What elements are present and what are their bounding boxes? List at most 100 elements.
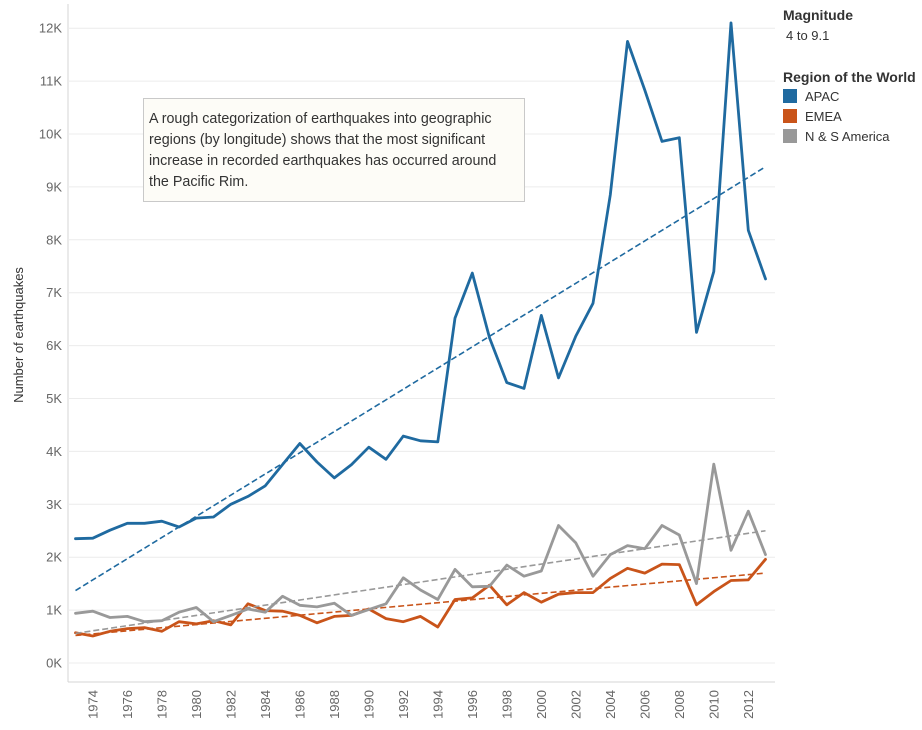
data-point-apac [160, 519, 164, 523]
data-point-n-s-america [488, 584, 492, 588]
x-tick-label: 1990 [361, 690, 376, 719]
data-point-emea [608, 576, 612, 580]
series-line-n-s-america [74, 462, 767, 624]
data-point-apac [419, 439, 423, 443]
data-point-n-s-america [712, 462, 716, 466]
data-point-emea [281, 609, 285, 613]
data-point-apac [401, 434, 405, 438]
data-point-apac [729, 21, 733, 25]
data-point-emea [764, 557, 768, 561]
data-point-emea [591, 591, 595, 595]
data-point-apac [574, 334, 578, 338]
data-point-emea [315, 621, 319, 625]
y-axis-title: Number of earthquakes [11, 267, 26, 403]
data-point-apac [350, 463, 354, 467]
data-point-n-s-america [229, 613, 233, 617]
data-point-apac [108, 528, 112, 532]
data-point-apac [246, 494, 250, 498]
x-tick-label: 1988 [327, 690, 342, 719]
data-point-n-s-america [74, 611, 78, 615]
magnitude-filter-value[interactable]: 4 to 9.1 [786, 28, 830, 43]
data-point-emea [143, 626, 147, 630]
data-point-n-s-america [160, 619, 164, 623]
data-point-n-s-america [746, 509, 750, 513]
data-point-n-s-america [177, 610, 181, 614]
legend-item-americas[interactable]: N & S America [783, 126, 921, 146]
data-point-n-s-america [419, 588, 423, 592]
data-point-emea [108, 629, 112, 633]
data-point-emea [246, 602, 250, 606]
legend-item-emea[interactable]: EMEA [783, 106, 921, 126]
data-point-n-s-america [470, 585, 474, 589]
data-point-n-s-america [332, 601, 336, 605]
data-point-apac [660, 139, 664, 143]
y-tick-label: 2K [46, 550, 62, 565]
data-point-emea [505, 603, 509, 607]
data-point-emea [677, 563, 681, 567]
x-tick-label: 1992 [396, 690, 411, 719]
data-point-apac [212, 515, 216, 519]
data-point-apac [194, 516, 198, 520]
data-point-apac [332, 476, 336, 480]
legend-label-americas: N & S America [805, 128, 890, 144]
data-point-apac [746, 228, 750, 232]
data-point-emea [522, 591, 526, 595]
series-line-apac [74, 21, 767, 541]
data-point-n-s-america [401, 576, 405, 580]
x-tick-label: 1974 [85, 690, 100, 719]
data-point-apac [677, 136, 681, 140]
y-tick-label: 6K [46, 338, 62, 353]
data-point-emea [470, 596, 474, 600]
data-point-n-s-america [453, 567, 457, 571]
y-tick-label: 0K [46, 656, 62, 671]
data-point-apac [229, 502, 233, 506]
legend-item-apac[interactable]: APAC [783, 86, 921, 106]
data-point-n-s-america [367, 608, 371, 612]
y-tick-label: 9K [46, 179, 62, 194]
data-point-n-s-america [315, 605, 319, 609]
data-point-n-s-america [608, 553, 612, 557]
x-tick-label: 2012 [741, 690, 756, 719]
data-point-apac [695, 330, 699, 334]
data-point-apac [384, 457, 388, 461]
data-point-apac [505, 381, 509, 385]
data-point-n-s-america [522, 574, 526, 578]
legend-swatch-americas [783, 129, 797, 143]
data-point-emea [401, 620, 405, 624]
x-tick-label: 2008 [672, 690, 687, 719]
data-point-apac [712, 270, 716, 274]
legend-label-emea: EMEA [805, 108, 842, 124]
data-point-apac [125, 521, 129, 525]
data-point-emea [332, 614, 336, 618]
data-point-n-s-america [384, 602, 388, 606]
data-point-n-s-america [695, 582, 699, 586]
data-point-n-s-america [677, 533, 681, 537]
y-tick-label: 11K [40, 74, 62, 89]
magnitude-filter-title: Magnitude [783, 7, 853, 23]
data-point-apac [591, 301, 595, 305]
region-legend-title: Region of the World [783, 69, 916, 85]
data-point-apac [91, 536, 95, 540]
series-line-emea [74, 557, 767, 638]
x-tick-label: 1998 [499, 690, 514, 719]
legend: Magnitude 4 to 9.1 Region of the World A… [783, 6, 921, 146]
trend-line-n-s-america [75, 529, 766, 635]
data-point-n-s-america [125, 614, 129, 618]
x-tick-label: 2010 [706, 690, 721, 719]
data-point-emea [539, 600, 543, 604]
y-tick-label: 5K [46, 391, 62, 406]
data-point-apac [539, 313, 543, 317]
x-tick-label: 2000 [534, 690, 549, 719]
data-point-apac [298, 441, 302, 445]
y-tick-label: 3K [46, 497, 62, 512]
x-tick-label: 1994 [430, 690, 445, 719]
x-tick-label: 1978 [154, 690, 169, 719]
data-point-n-s-america [350, 613, 354, 617]
x-tick-label: 1996 [465, 690, 480, 719]
data-point-apac [143, 521, 147, 525]
data-point-n-s-america [591, 574, 595, 578]
data-point-emea [695, 603, 699, 607]
data-point-n-s-america [764, 553, 768, 557]
data-point-emea [712, 590, 716, 594]
data-point-emea [746, 578, 750, 582]
